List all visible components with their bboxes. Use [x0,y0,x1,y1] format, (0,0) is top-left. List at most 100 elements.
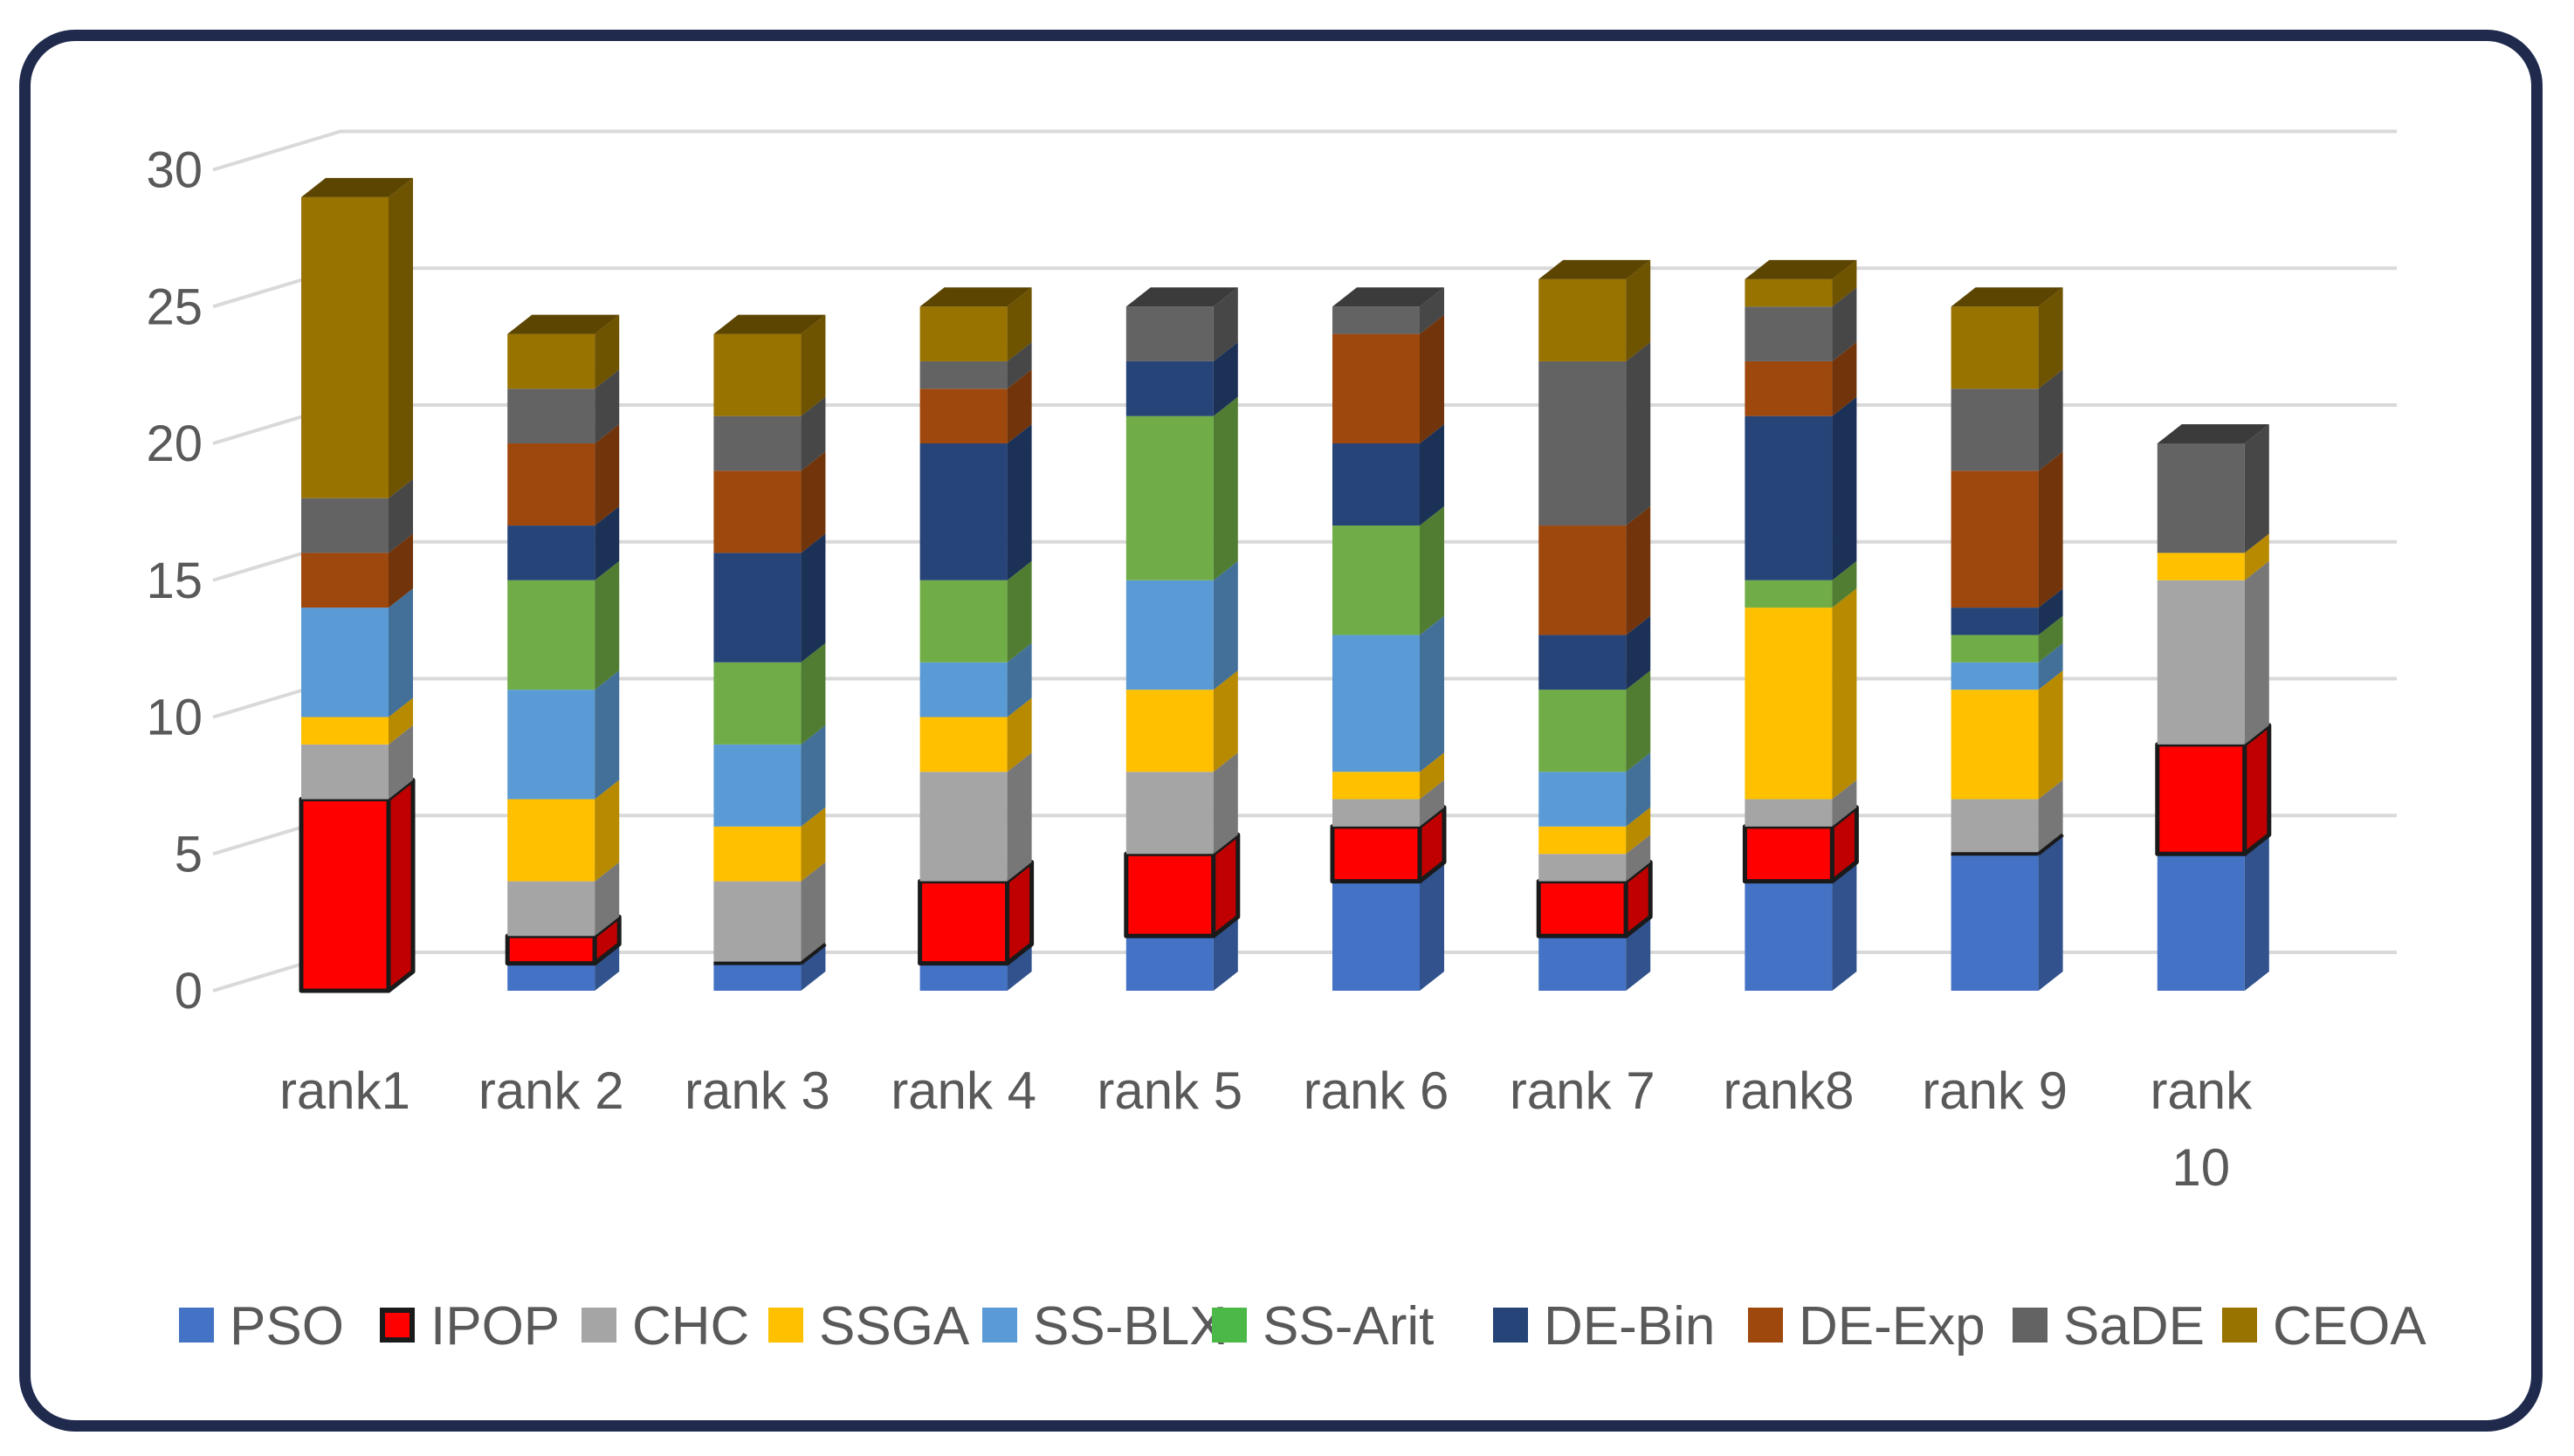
bar-side [1832,862,1857,991]
bar-segment [1332,780,1444,827]
bar-segment [1538,259,1651,361]
bar-segment [1125,341,1238,416]
bar-side [1213,341,1238,416]
bar-segment [507,780,620,882]
bar-side [1626,917,1651,991]
bar-segment [301,725,413,800]
bar-front [1332,881,1420,991]
bar-side [801,451,826,553]
legend-swatch [1212,1308,1247,1343]
bar-side [1213,287,1238,361]
bar-front [301,498,389,553]
bar-segment [1951,670,2063,800]
bar-segment [507,560,620,690]
x-axis: rank1 rank 2 rank 3 rank 4 rank 5 rank 6 rank … [279,1061,2253,1197]
bar-segment [301,588,413,718]
bar-side [1213,917,1238,991]
bar-front [919,580,1008,663]
bar-segment [918,860,1035,966]
bar-front [1332,525,1420,635]
gridline [212,129,2397,172]
bar-stack [1742,259,1859,991]
bar-side [595,862,620,937]
ipop-zero-marker [2037,833,2064,855]
bar-segment [301,533,413,608]
legend-label: PSO [230,1296,344,1356]
bar-segment [1125,752,1238,855]
bar-front [1951,690,2039,800]
bar-segment [505,914,622,966]
bar-side [1626,506,1651,635]
bar-front [507,963,595,991]
bar-stack [2155,424,2272,991]
bar-segment [1951,369,2063,471]
bar-front [1745,799,1833,827]
x-tick-label: rank 2 [478,1061,624,1120]
bar-side [1007,341,1032,389]
bar-segment [1332,752,1444,800]
bar-front [1951,799,2039,855]
bar-segment [1538,917,1651,991]
bar-front [1951,388,2039,471]
bar-front [919,361,1008,389]
legend-item: SS-Arit [1212,1296,1434,1356]
bar-side [595,506,620,580]
bar-front [2157,443,2245,553]
bar-front [1538,635,1627,690]
y-tick-label: 30 [146,142,203,199]
bar-side [1832,341,1857,416]
bar-front [1745,608,1833,800]
bar-segment [1745,588,1857,800]
bar-segment [1538,752,1651,827]
bar-segment [1742,805,1859,884]
bar-side [1420,314,1444,443]
bar-segment [713,642,826,745]
bar-front [713,826,802,882]
bar-segment [713,725,826,827]
bar-segment [713,944,826,991]
bar-front [1125,936,1214,991]
bar-side [1832,560,1857,608]
bar-segment [1951,287,2063,389]
bar-segment [1332,615,1444,773]
bar-front [1951,662,2039,690]
bar-front [1951,854,2039,991]
bar-stack [1951,287,2064,991]
bar-front [919,662,1008,718]
bar-stack [505,314,622,991]
bar-segment [1951,834,2063,991]
bar-segment [1538,807,1651,855]
bar-segment [507,314,620,389]
bar-front [1125,690,1214,773]
bar-front [919,443,1008,580]
bar-segment [919,369,1032,443]
bar-front [919,388,1008,443]
bar-stack [713,314,827,991]
legend-item: SSGA [768,1296,970,1356]
bar-side [595,944,620,991]
bar-side [1832,396,1857,580]
x-tick-label: rank1 [279,1061,410,1120]
bar-segment [713,862,826,964]
bar-front [1124,851,1216,938]
bar-top [1745,259,1857,279]
bar-front [301,196,389,498]
bar-side [801,862,826,964]
legend-item: CHC [582,1296,749,1356]
bar-side [595,314,620,389]
bar-segment [507,506,620,580]
bar-side [389,177,413,498]
bar-side [2038,834,2063,991]
bar-side [1626,670,1651,773]
legend-label: DE-Exp [1799,1296,1986,1356]
bar-front [713,416,802,471]
bar-side [1832,259,1857,307]
legend-item: CEOA [2222,1296,2426,1356]
bar-side [1832,287,1857,361]
bar-segment [507,424,620,526]
bar-segment [301,697,413,745]
bar-side [1213,560,1238,690]
bar-front [507,580,595,690]
bar-side [389,588,413,718]
